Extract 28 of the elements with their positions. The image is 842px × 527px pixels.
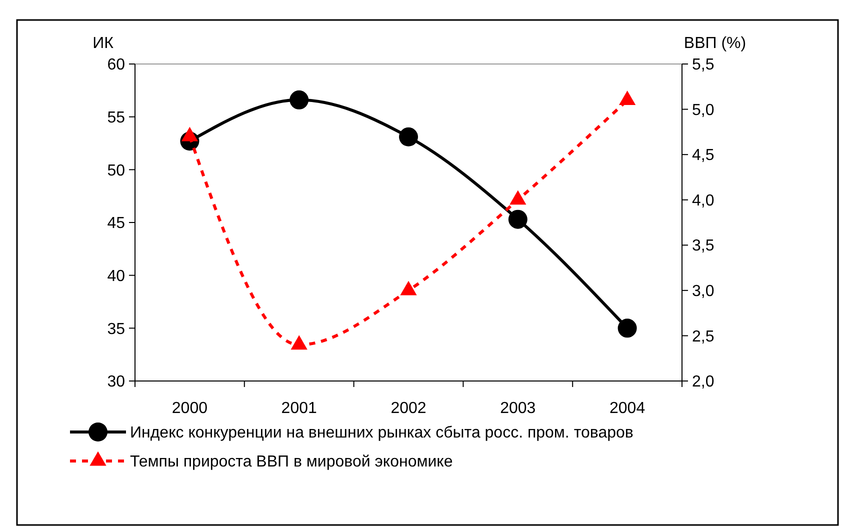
x-tick-label: 2003 (500, 400, 536, 417)
x-tick-label: 2000 (172, 400, 208, 417)
y2-tick-label: 2,0 (692, 374, 714, 391)
y2-tick-label: 4,5 (692, 147, 714, 164)
y-tick-label: 55 (107, 109, 126, 126)
y-tick-label: 30 (107, 374, 126, 391)
x-tick-label: 2004 (610, 400, 646, 417)
point (618, 318, 637, 338)
x-tick-label: 2001 (281, 400, 317, 417)
y2-tick-label: 4,0 (692, 192, 714, 210)
y-axis-title: ИК (92, 35, 114, 52)
y2-tick-label: 2,5 (692, 328, 714, 346)
legend-label: Темпы прироста ВВП в мировой экономике (130, 454, 453, 471)
y2-tick-label: 5,0 (692, 102, 714, 119)
y-tick-label: 60 (107, 56, 126, 74)
point (508, 210, 528, 229)
y-tick-label: 40 (107, 268, 126, 285)
y2-tick-label: 3,0 (692, 283, 714, 300)
y2-tick-label: 5,5 (692, 56, 714, 74)
y2-tick-label: 3,5 (692, 238, 714, 255)
point (399, 127, 418, 146)
x-tick-label: 2002 (390, 400, 426, 417)
y-tick-label: 35 (107, 320, 126, 338)
legend-label: Индекс конкуренции на внешних рынках сбыта росс. пром. товаров (130, 424, 634, 442)
y-tick-label: 50 (107, 162, 126, 180)
point (290, 90, 309, 110)
y-tick-label: 45 (107, 215, 126, 232)
y2-axis-title: ВВП (%) (684, 35, 746, 52)
